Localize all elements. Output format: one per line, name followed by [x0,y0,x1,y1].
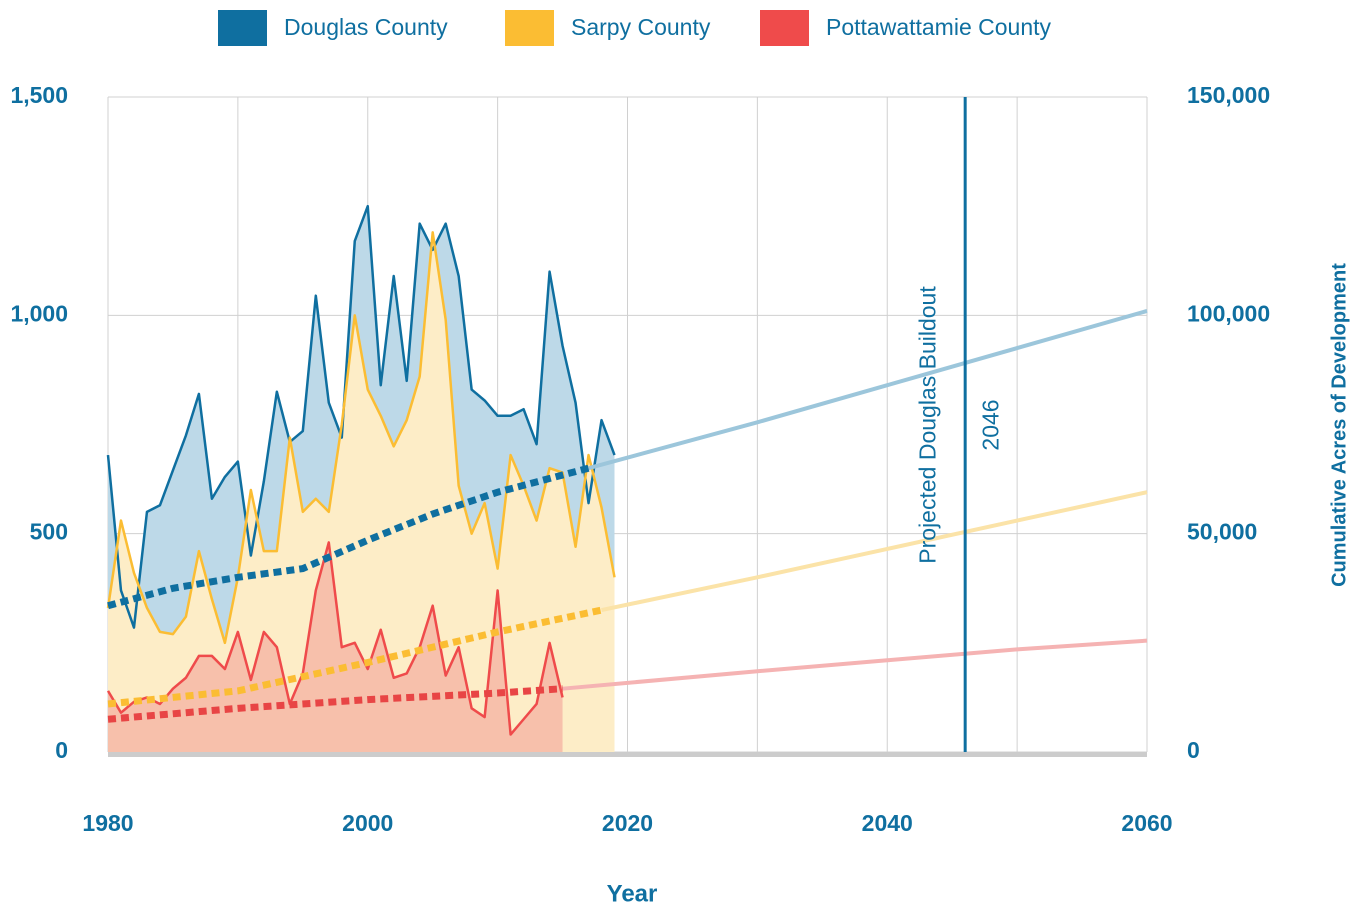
legend-swatch [505,10,554,46]
y-tick-label: 1,500 [10,82,68,108]
annotation-text: Projected Douglas Buildout [914,286,940,564]
y2-tick-label: 150,000 [1187,82,1270,108]
area [108,542,563,752]
x-axis-baseline [108,752,1147,757]
y2-tick-label: 0 [1187,737,1200,763]
line [106,231,616,645]
projection-line [601,490,1148,613]
x-tick-label: 2020 [602,810,653,836]
y2-tick-label: 100,000 [1187,300,1270,326]
y-tick-label: 1,000 [10,300,68,326]
legend-label: Pottawattamie County [826,14,1052,40]
y2-tick-label: 50,000 [1187,519,1257,545]
legend-swatch [760,10,809,46]
x-tick-label: 2060 [1121,810,1172,836]
legend-swatch [218,10,267,46]
trend-line [107,685,563,723]
y2-axis-title: Cumulative Acres of Development [1328,263,1350,587]
x-tick-label: 2000 [342,810,393,836]
trend-line [107,606,603,708]
projection-line [562,638,1148,691]
area [108,232,615,752]
projection-line [588,309,1148,471]
annotation-year: 2046 [977,399,1003,450]
x-tick-label: 1980 [82,810,133,836]
y-tick-label: 500 [30,519,68,545]
legend-label: Sarpy County [571,14,711,40]
trend-line [107,464,590,610]
line [106,204,616,629]
x-tick-label: 2040 [862,810,913,836]
x-axis-title: Year [607,880,658,907]
legend-label: Douglas County [284,14,448,40]
y-tick-label: 0 [55,737,68,763]
